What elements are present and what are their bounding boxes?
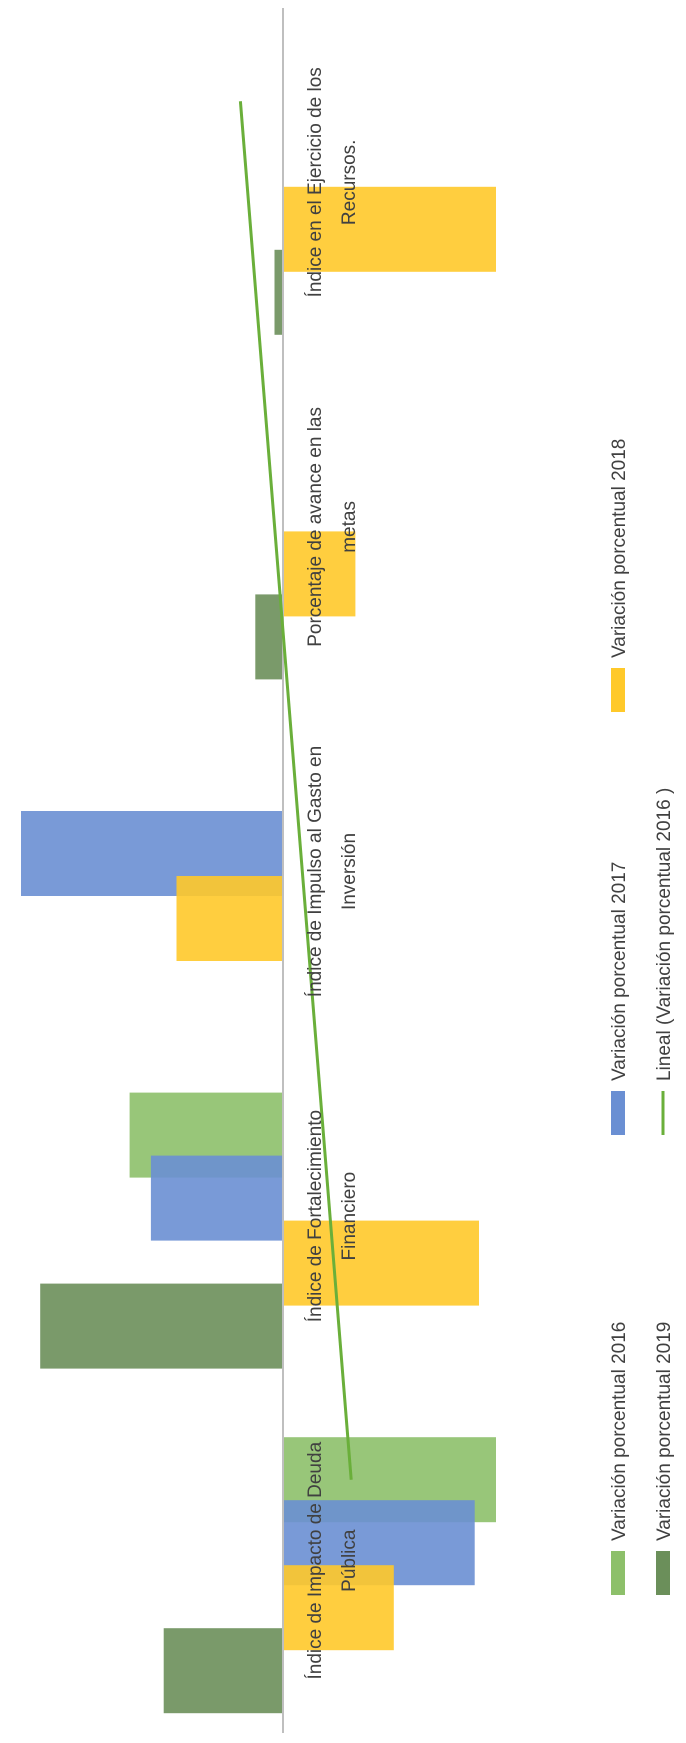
category-label-line: Índice en el Ejercicio de los [305, 67, 326, 297]
legend-symbol-2 [656, 1551, 670, 1595]
bar-2018-cat-5 [283, 186, 496, 272]
legend-label-3: Variación porcentual 2017 [609, 862, 630, 1081]
category-label-line: Índice de Impulso al Gasto en [305, 746, 326, 997]
category-label-line: Inversión [339, 833, 360, 910]
trendline [238, 101, 353, 1480]
category-label-line: Índice de Impacto de Deuda [305, 1441, 326, 1679]
bar-2018-cat-4 [283, 531, 356, 617]
category-label-4: Porcentaje de avance en las metas [305, 407, 360, 647]
legend-label-4: Lineal (Variación porcentual 2016 ) [654, 788, 675, 1081]
category-label-line: Financiero [339, 1172, 360, 1261]
legend-label-5: Variación porcentual 2018 [609, 439, 630, 658]
legend-label-1: Variación porcentual 2016 [609, 1322, 630, 1541]
bar-2017-cat-2 [150, 1155, 283, 1241]
legend-symbol-3 [611, 1091, 625, 1135]
category-label-2: Índice de Fortalecimiento Financiero [305, 1110, 360, 1322]
legend-symbol-1 [611, 1551, 625, 1595]
legend-label-2: Variación porcentual 2019 [654, 1322, 675, 1541]
category-label-line: Índice de Fortalecimiento [305, 1110, 326, 1322]
bar-2018-cat-2 [283, 1220, 479, 1306]
bar-2019-cat-2 [40, 1283, 284, 1369]
legend-symbol-5 [611, 668, 625, 712]
category-label-line: Porcentaje de avance en las [305, 407, 326, 647]
bar-2018-cat-3 [176, 876, 283, 961]
legend: Variación porcentual 2016 Variación porce… [609, 439, 675, 1595]
plot-area [21, 8, 496, 1733]
category-labels: Índice de Impacto de Deuda PúblicaÍndice … [305, 67, 360, 1679]
bar-2019-cat-5 [274, 249, 283, 335]
category-label-line: Recursos. [339, 140, 360, 226]
category-label-line: metas [339, 501, 360, 553]
category-label-3: Índice de Impulso al Gasto en Inversión [305, 746, 360, 997]
category-label-1: Índice de Impacto de Deuda Pública [305, 1441, 360, 1679]
bar-2019-cat-1 [163, 1628, 283, 1714]
bar-2019-cat-4 [255, 594, 283, 680]
category-label-line: Pública [339, 1529, 360, 1592]
bar-2018-cat-1 [283, 1565, 394, 1651]
category-label-5: Índice en el Ejercicio de los Recursos. [305, 67, 360, 297]
